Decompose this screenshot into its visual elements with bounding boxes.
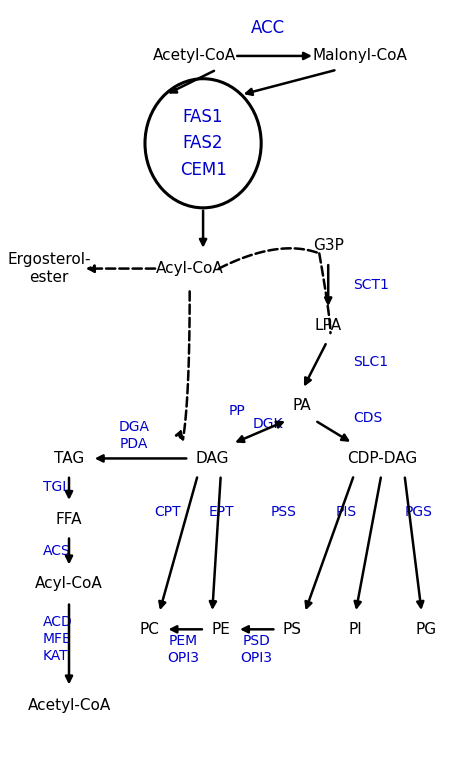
Text: LPA: LPA (315, 318, 342, 333)
Text: ACD
MFE
KAT: ACD MFE KAT (43, 615, 73, 663)
Text: PC: PC (139, 622, 159, 636)
Text: PE: PE (211, 622, 230, 636)
Text: SLC1: SLC1 (353, 355, 388, 369)
Text: G3P: G3P (313, 239, 344, 253)
Text: Ergosterol-
ester: Ergosterol- ester (7, 252, 91, 285)
Text: Malonyl-CoA: Malonyl-CoA (312, 48, 407, 63)
Text: Acyl-CoA: Acyl-CoA (35, 576, 103, 591)
Text: DGA
PDA: DGA PDA (118, 420, 149, 451)
Text: PS: PS (283, 622, 302, 636)
Text: PI: PI (348, 622, 362, 636)
Text: TGL: TGL (43, 480, 70, 494)
Text: PIS: PIS (336, 505, 356, 519)
Text: FFA: FFA (56, 512, 82, 526)
Text: PEM
OPI3: PEM OPI3 (167, 634, 199, 666)
Text: SCT1: SCT1 (353, 278, 389, 292)
Text: ACC: ACC (251, 19, 285, 37)
Text: ACS: ACS (43, 544, 71, 558)
Text: PA: PA (292, 398, 311, 413)
Text: TAG: TAG (54, 451, 84, 466)
Text: PGS: PGS (404, 505, 432, 519)
Text: PG: PG (416, 622, 437, 636)
Text: PP: PP (229, 404, 246, 418)
Text: DAG: DAG (195, 451, 229, 466)
Text: FAS1
FAS2
CEM1: FAS1 FAS2 CEM1 (180, 108, 227, 179)
Text: PSS: PSS (271, 505, 296, 519)
Text: CPT: CPT (154, 505, 181, 519)
Text: Acetyl-CoA: Acetyl-CoA (153, 48, 236, 63)
Text: CDS: CDS (353, 412, 382, 425)
Text: PSD
OPI3: PSD OPI3 (241, 634, 273, 666)
Text: EPT: EPT (208, 505, 234, 519)
Text: Acetyl-CoA: Acetyl-CoA (27, 698, 110, 713)
Text: Acyl-CoA: Acyl-CoA (156, 261, 224, 276)
Text: DGK: DGK (252, 417, 283, 431)
Text: CDP-DAG: CDP-DAG (346, 451, 417, 466)
